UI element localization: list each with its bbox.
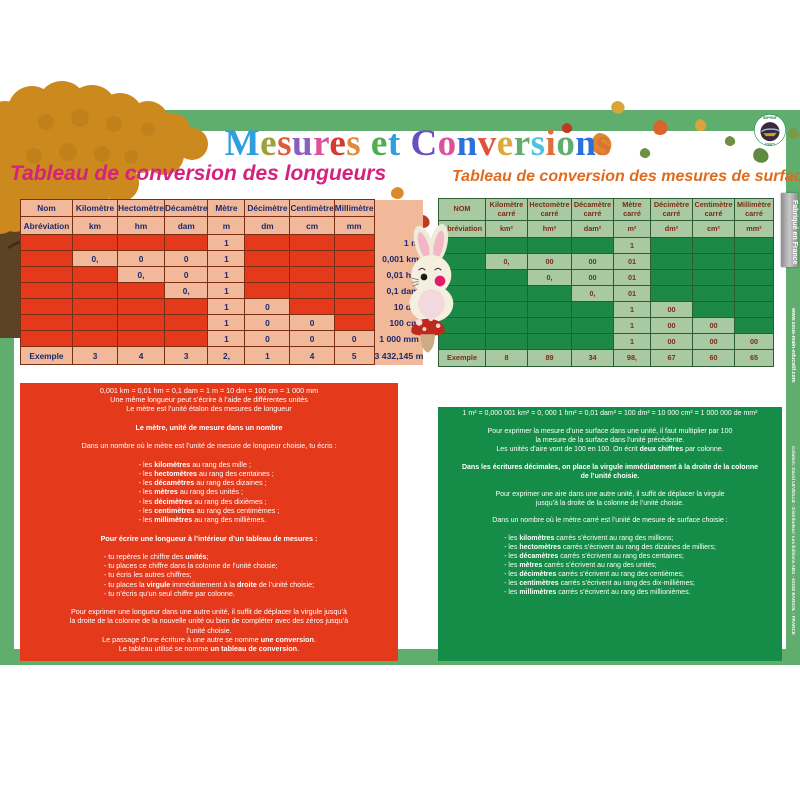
svg-text:IMPRIM': IMPRIM' — [763, 116, 777, 120]
svg-text:VERT: VERT — [765, 142, 776, 146]
